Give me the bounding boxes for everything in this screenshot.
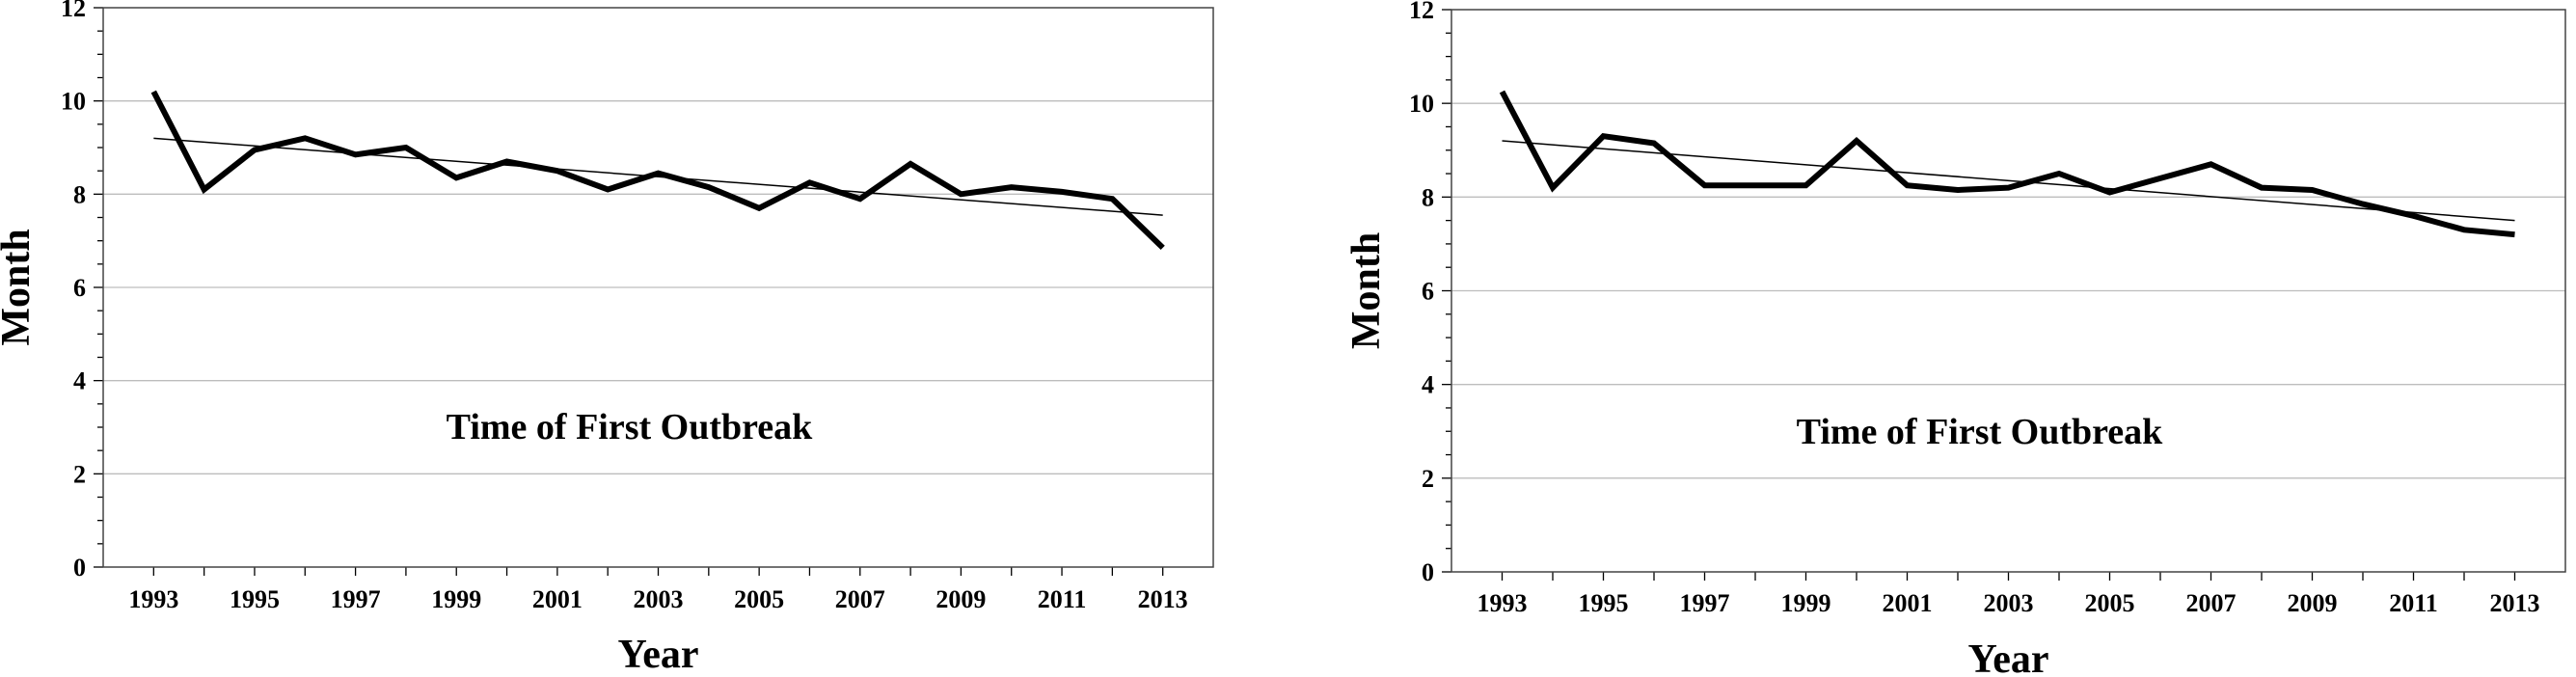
x-tick-label: 2007 (835, 585, 885, 613)
series-line (150, 90, 1165, 251)
chart-annotation: Time of First Outbreak (447, 407, 813, 447)
x-tick-label: 2013 (2490, 589, 2540, 617)
y-tick-label: 6 (73, 274, 86, 302)
trend-line (1502, 140, 2515, 222)
x-tick-label: 1995 (230, 585, 280, 613)
y-tick-label: 8 (1422, 183, 1434, 211)
x-tick-label: 2001 (532, 585, 583, 613)
x-tick-label: 2009 (935, 585, 986, 613)
x-tick-label: 2003 (1984, 589, 2034, 617)
y-tick-label: 8 (73, 180, 86, 208)
x-tick-label: 1999 (431, 585, 481, 613)
x-tick-label: 1993 (128, 585, 178, 613)
x-tick-label: 2011 (1038, 585, 1087, 613)
x-tick-label: 2003 (634, 585, 684, 613)
x-tick-label: 2001 (1883, 589, 1933, 617)
y-tick-label: 12 (1409, 0, 1434, 24)
x-tick-label: 2005 (734, 585, 784, 613)
x-tick-label: 2007 (2186, 589, 2237, 617)
x-tick-label: 1999 (1781, 589, 1831, 617)
y-tick-label: 0 (1422, 558, 1434, 586)
y-tick-label: 4 (1422, 371, 1434, 399)
y-tick-label: 10 (1409, 90, 1434, 118)
plot-area-frame (102, 7, 1214, 568)
chart-annotation: Time of First Outbreak (1797, 412, 2163, 452)
x-tick-label: 1997 (1680, 589, 1730, 617)
x-axis-title: Year (618, 633, 699, 677)
x-tick-label: 2011 (2389, 589, 2438, 617)
x-tick-label: 1997 (331, 585, 381, 613)
chart-right: 0 2 4 6 8 10 12 1993 1995 1997 1999 2001 2003 2005 200… (1350, 0, 2566, 677)
x-tick-label: 2013 (1138, 585, 1188, 613)
x-tick-label: 2009 (2288, 589, 2338, 617)
x-tick-label: 2005 (2085, 589, 2135, 617)
x-tick-label: 1995 (1579, 589, 1629, 617)
y-axis-title: Month (0, 229, 39, 345)
y-tick-label: 10 (61, 88, 86, 116)
chart-left: 0 2 4 6 8 10 12 1993 1995 1997 1999 2001 2003 2005 200… (0, 0, 1214, 677)
x-tick-label: 1993 (1478, 589, 1528, 617)
series-line (1499, 90, 2515, 238)
x-axis-title: Year (1968, 637, 2049, 677)
y-tick-label: 12 (61, 0, 86, 22)
y-tick-label: 2 (1422, 465, 1434, 493)
y-tick-label: 0 (73, 554, 86, 582)
plot-area-frame (1451, 9, 2566, 573)
y-tick-label: 6 (1422, 278, 1434, 306)
y-tick-label: 2 (73, 460, 86, 488)
y-axis-title: Month (1350, 232, 1389, 349)
y-tick-label: 4 (73, 367, 86, 395)
trend-line (153, 137, 1163, 216)
